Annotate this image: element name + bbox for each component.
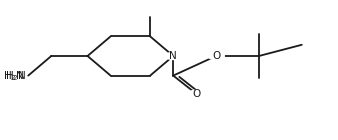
FancyBboxPatch shape — [3, 67, 27, 84]
Text: H$_2$N: H$_2$N — [5, 69, 27, 82]
Circle shape — [208, 52, 224, 60]
Text: H$_2$N: H$_2$N — [3, 69, 25, 82]
Text: N: N — [169, 51, 177, 61]
Circle shape — [188, 90, 204, 97]
Text: O: O — [212, 51, 220, 61]
Circle shape — [165, 52, 182, 60]
Text: O: O — [192, 89, 200, 99]
